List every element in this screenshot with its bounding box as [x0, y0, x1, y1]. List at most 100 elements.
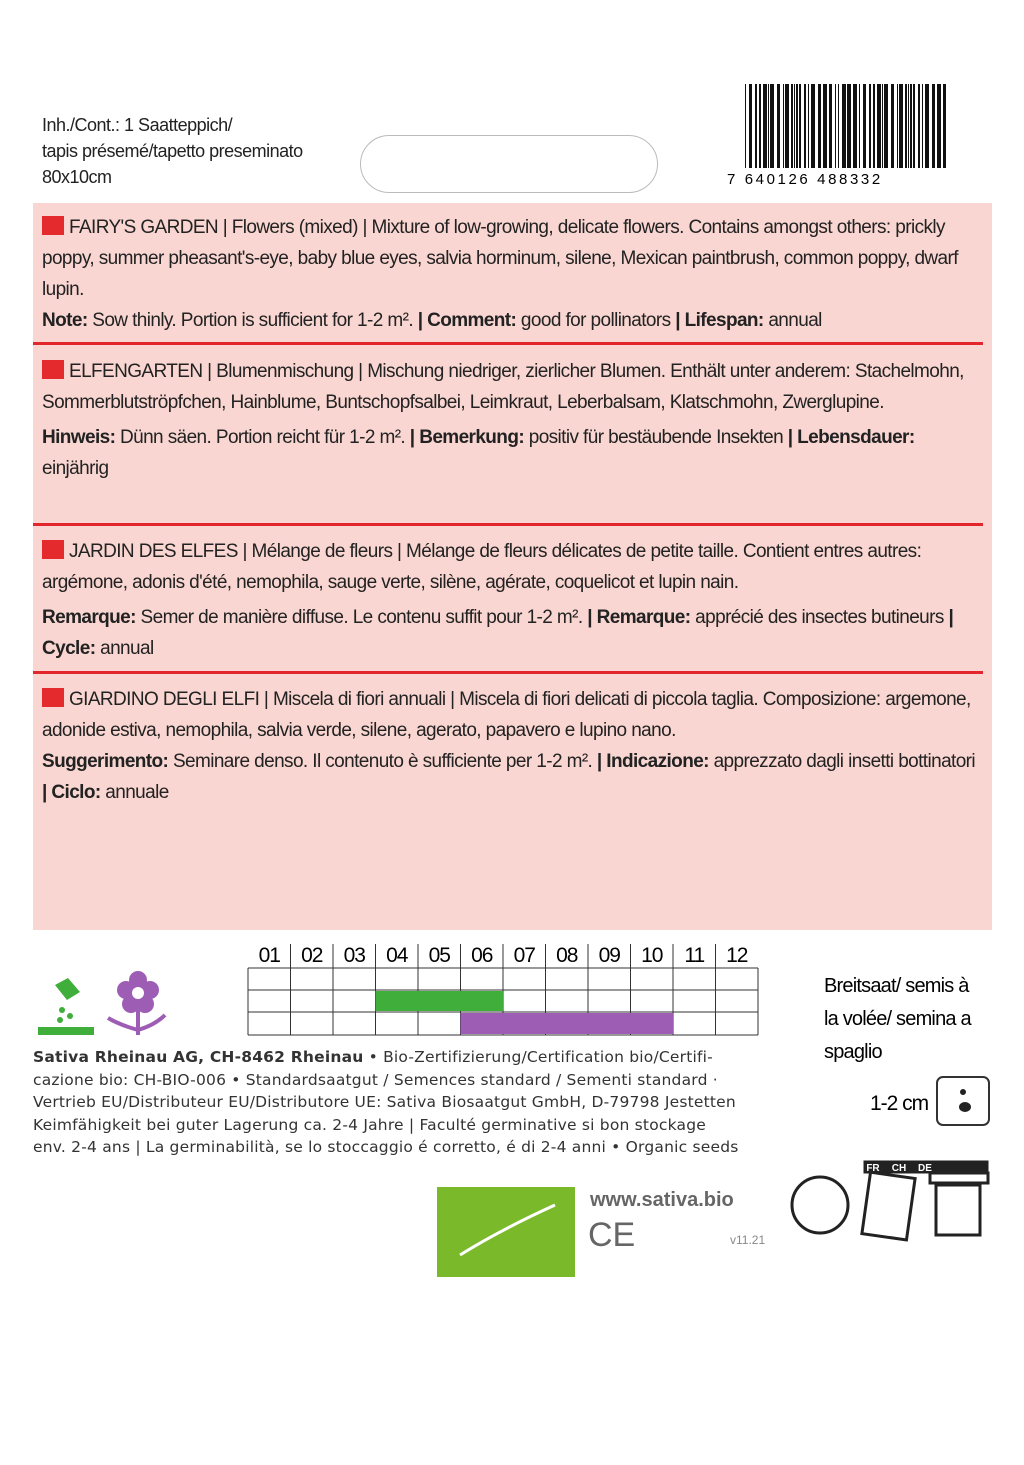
section-notes: Remarque: Semer de manière diffuse. Le c…	[42, 602, 982, 664]
barcode-bar	[897, 84, 898, 168]
note-text: Sow thinly. Portion is sufficient for 1-…	[87, 310, 418, 331]
month-label: 01	[259, 944, 281, 967]
contents: Inh./Cont.: 1 Saatteppich/ tapis présemé…	[42, 112, 303, 190]
barcode-bar	[811, 84, 815, 168]
country-code: DE	[918, 1163, 932, 1174]
sow-icon	[38, 978, 94, 1035]
note-label: | Lebensdauer:	[787, 427, 915, 448]
barcode-bar	[908, 84, 909, 168]
month-label: 03	[344, 944, 366, 967]
lower-area: 01 02 03 04 05 06 07 08 09 10 11 12 Breitsaat/ semis…	[38, 944, 990, 1277]
barcode: 7 640126 488332	[727, 84, 946, 188]
depth-icon	[936, 1076, 990, 1126]
barcode-bar	[745, 84, 746, 168]
separator	[33, 671, 983, 674]
eu-organic-logo	[437, 1187, 575, 1277]
section: JARDIN DES ELFES | Mélange de fleurs | M…	[42, 536, 982, 664]
month-label: 12	[726, 944, 748, 967]
version: v11.21	[730, 1233, 765, 1247]
description-panel	[33, 203, 992, 930]
barcode-bar	[749, 84, 752, 168]
barcode-bar	[768, 84, 769, 168]
note-text: good for pollinators	[516, 310, 676, 331]
month-label: 08	[556, 944, 578, 967]
barcode-bar	[799, 84, 801, 168]
barcode-bar	[884, 84, 888, 168]
barcode-bar	[777, 84, 780, 168]
barcode-bar	[847, 84, 851, 168]
barcode-bar	[838, 84, 839, 168]
note-label: Hinweis:	[42, 427, 116, 448]
section-title: ELFENGARTEN | Blumenmischung | Mischung …	[42, 361, 964, 413]
barcode-bar	[763, 84, 767, 168]
barcode-bar	[869, 84, 871, 168]
note-text: annual	[95, 638, 154, 659]
company-name: Sativa Rheinau AG, CH-8462 Rheinau	[33, 1048, 364, 1066]
section-text: ELFENGARTEN | Blumenmischung | Mischung …	[42, 356, 982, 418]
info-line: env. 2-4 ans | La germinabilità, se lo s…	[33, 1138, 739, 1156]
note-text: annual	[763, 310, 822, 331]
website: www.sativa.bio	[589, 1189, 734, 1211]
section-title: GIARDINO DEGLI ELFI | Miscela di fiori a…	[42, 689, 971, 741]
note-label: | Remarque:	[587, 607, 691, 628]
section-text: GIARDINO DEGLI ELFI | Miscela di fiori a…	[42, 684, 982, 746]
note-text: apprezzato dagli insetti bottinatori	[708, 751, 976, 772]
note-label: | Lifespan:	[675, 310, 764, 331]
red-square	[42, 360, 64, 379]
section-title: JARDIN DES ELFES | Mélange de fleurs | M…	[42, 541, 922, 593]
sowing-method: la volée/ semina a	[824, 1008, 972, 1030]
barcode-bar	[925, 84, 929, 168]
info-text: • Bio-Zertifizierung/Certification bio/C…	[363, 1048, 713, 1066]
country-code: CH	[892, 1163, 906, 1174]
barcode-bar	[783, 84, 784, 168]
barcode-bar	[770, 84, 774, 168]
section-notes: Suggerimento: Seminare denso. Il contenu…	[42, 746, 982, 808]
month-label: 09	[599, 944, 621, 967]
section-title: FAIRY'S GARDEN | Flowers (mixed) | Mixtu…	[42, 217, 959, 300]
info-line: Vertrieb EU/Distributeur EU/Distributore…	[33, 1093, 736, 1111]
barcode-bar	[905, 84, 907, 168]
red-square	[42, 688, 64, 707]
barcode-bar	[808, 84, 809, 168]
barcode-digits: 7 640126 488332	[727, 171, 883, 188]
contents-line: Inh./Cont.: 1 Saatteppich/	[42, 115, 233, 135]
info-line: Sativa Rheinau AG, CH-8462 Rheinau • Bio…	[33, 1046, 793, 1069]
section-text: JARDIN DES ELFES | Mélange de fleurs | M…	[42, 536, 982, 598]
barcode-bar	[943, 84, 946, 168]
barcode-bar	[877, 84, 881, 168]
barcode-bar	[853, 84, 857, 168]
note-text: Seminare denso. Il contenuto è sufficien…	[168, 751, 597, 772]
company-info: Sativa Rheinau AG, CH-8462 Rheinau • Bio…	[33, 1046, 793, 1159]
barcode-bar	[891, 84, 894, 168]
note-text: Dünn säen. Portion reicht für 1-2 m².	[115, 427, 410, 448]
barcode-bar	[910, 84, 912, 168]
barcode-bar	[785, 84, 789, 168]
barcode-bar	[842, 84, 846, 168]
note-label: Remarque:	[42, 607, 136, 628]
barcode-bar	[882, 84, 883, 168]
barcode-bar	[759, 84, 761, 168]
note-label: Suggerimento:	[42, 751, 169, 772]
ce-mark: CE	[588, 1216, 635, 1254]
info-line: Keimfähigkeit bei guter Lagerung ca. 2-4…	[33, 1115, 706, 1134]
note-text: einjährig	[42, 458, 109, 479]
month-label: 07	[514, 944, 536, 967]
recycle-icons	[790, 1160, 990, 1242]
red-square	[42, 216, 64, 235]
section: ELFENGARTEN | Blumenmischung | Mischung …	[42, 356, 982, 484]
section: FAIRY'S GARDEN | Flowers (mixed) | Mixtu…	[42, 212, 982, 336]
barcode-bar	[755, 84, 757, 168]
separator	[33, 523, 983, 526]
barcode-bar	[791, 84, 793, 168]
note-label: | Cycle:	[42, 607, 954, 659]
calendar-bar	[460, 1013, 673, 1034]
red-square	[42, 540, 64, 559]
barcode-bar	[804, 84, 806, 168]
section-text: FAIRY'S GARDEN | Flowers (mixed) | Mixtu…	[42, 212, 982, 305]
barcode-bar	[937, 84, 941, 168]
sowing-depth: 1-2 cm	[870, 1092, 929, 1115]
contents-line: 80x10cm	[42, 167, 112, 187]
barcode-bar	[818, 84, 821, 168]
note-text: annuale	[100, 782, 169, 803]
